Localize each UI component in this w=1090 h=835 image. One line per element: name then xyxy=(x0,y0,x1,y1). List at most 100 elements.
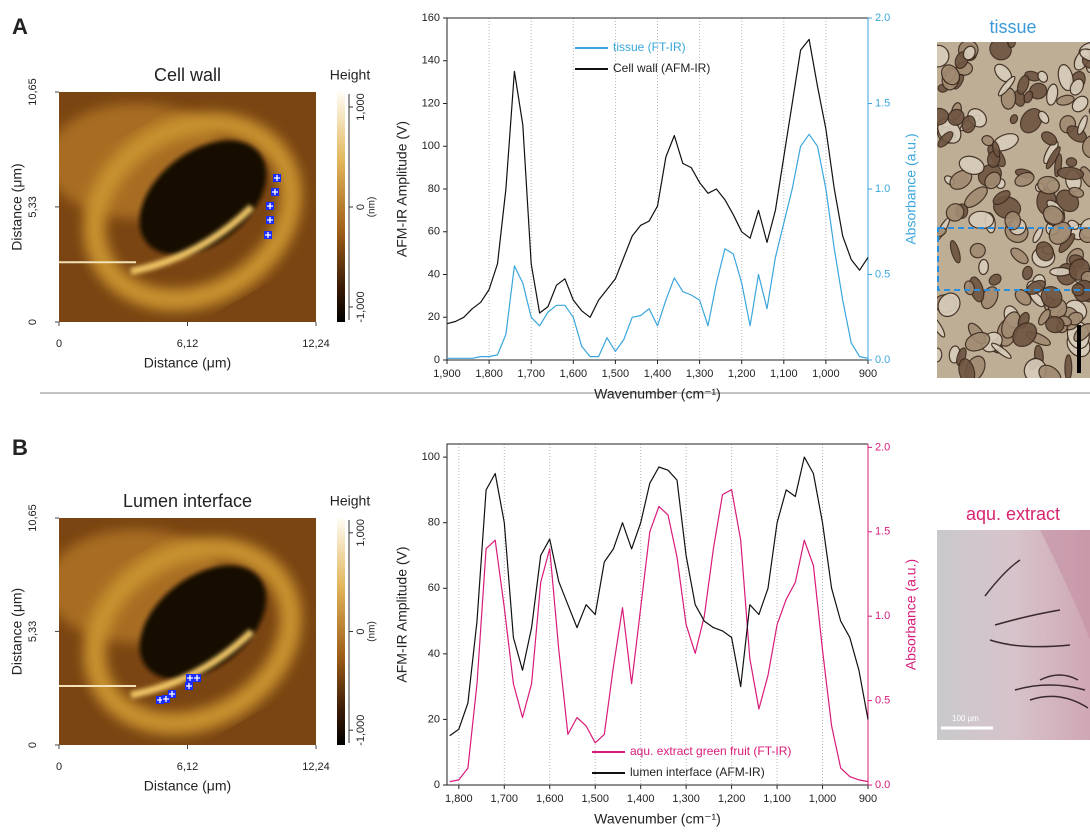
measure-cross xyxy=(267,217,273,223)
y-tick-label: 0 xyxy=(434,354,440,366)
cell xyxy=(1012,322,1038,348)
x-tick-label: 1,600 xyxy=(536,793,564,805)
y2-tick-label: 0.5 xyxy=(875,695,890,707)
x-tick-label: 6,12 xyxy=(177,761,198,773)
y-tick-label: 0 xyxy=(434,779,440,791)
cell xyxy=(1042,205,1064,225)
cell xyxy=(1076,115,1088,136)
y-tick-label: 100 xyxy=(422,451,440,463)
x-tick-label: 1,600 xyxy=(560,368,588,380)
cell xyxy=(937,314,946,338)
scale-label: 100 µm xyxy=(952,714,979,723)
cell xyxy=(1079,48,1090,62)
chart-title: Lumen interface xyxy=(123,491,252,511)
colorbar-unit: (nm) xyxy=(367,197,378,218)
afm-edge xyxy=(130,628,255,699)
y-tick-label: 0 xyxy=(27,742,39,748)
y-tick-label: 5,33 xyxy=(27,621,39,642)
cell xyxy=(978,258,989,276)
cell xyxy=(991,140,1001,158)
cell xyxy=(958,358,976,378)
afm-ring xyxy=(83,537,302,735)
cell xyxy=(940,64,961,86)
y-axis-title: AFM-IR Amplitude (V) xyxy=(394,546,410,682)
cell xyxy=(1045,146,1061,170)
x-tick-label: 1,300 xyxy=(672,793,700,805)
afm-image xyxy=(59,518,316,745)
hairs xyxy=(984,559,1089,709)
colorbar-tick-label: 0 xyxy=(355,628,367,634)
cell xyxy=(992,189,1011,206)
measure-cross xyxy=(265,232,271,238)
afm-image xyxy=(59,92,316,322)
y-axis-title: AFM-IR Amplitude (V) xyxy=(394,121,410,257)
colorbar-unit: (nm) xyxy=(367,621,378,642)
cell xyxy=(962,45,976,61)
x-tick-label: 1,800 xyxy=(445,793,473,805)
measure-cross xyxy=(274,175,280,181)
cell xyxy=(1081,134,1090,159)
cell xyxy=(937,347,943,363)
y-axis-title: Distance (μm) xyxy=(9,163,25,250)
colorbar-tick-label: -1,000 xyxy=(355,715,367,746)
cell xyxy=(1088,106,1090,116)
cell xyxy=(1056,166,1085,181)
cell xyxy=(1064,354,1073,378)
x-axis-title: Distance (μm) xyxy=(144,355,231,371)
cell xyxy=(1045,315,1065,334)
y2-tick-label: 0.0 xyxy=(875,779,890,791)
y2-tick-label: 0.5 xyxy=(875,268,890,280)
colorbar-tick-label: -1,000 xyxy=(355,291,367,322)
x-tick-label: 1,000 xyxy=(812,368,840,380)
cell xyxy=(1014,171,1035,187)
series-line xyxy=(446,38,869,325)
cell xyxy=(1078,227,1090,244)
x-tick-label: 1,100 xyxy=(770,368,798,380)
x-tick-label: 1,000 xyxy=(809,793,837,805)
cell xyxy=(937,44,950,68)
x-tick-label: 1,400 xyxy=(644,368,672,380)
x-tick-label: 1,500 xyxy=(602,368,630,380)
panel-label: B xyxy=(12,435,28,460)
y-axis-title: Distance (μm) xyxy=(9,588,25,675)
x-tick-label: 1,300 xyxy=(686,368,714,380)
cell xyxy=(1026,279,1046,295)
cell xyxy=(964,331,991,352)
x-tick-label: 6,12 xyxy=(177,338,198,350)
cell xyxy=(937,131,954,148)
legend-label: tissue (FT-IR) xyxy=(613,40,686,54)
y2-axis-title: Absorbance (a.u.) xyxy=(903,559,919,670)
colorbar-tick-label: 1,000 xyxy=(355,93,367,121)
y2-tick-label: 0.0 xyxy=(875,354,890,366)
legend-label: lumen interface (AFM-IR) xyxy=(630,765,765,779)
cell xyxy=(1037,308,1051,326)
cell xyxy=(1065,157,1078,168)
y2-tick-label: 1.5 xyxy=(875,97,890,109)
y-tick-label: 60 xyxy=(428,226,440,238)
scale-bar xyxy=(1077,325,1081,373)
series-line xyxy=(449,489,869,783)
afm-edge xyxy=(130,204,255,275)
cell xyxy=(1037,70,1049,83)
x-tick-label: 1,500 xyxy=(581,793,609,805)
cell xyxy=(988,273,1002,286)
cell xyxy=(1038,364,1062,378)
cell xyxy=(937,107,949,126)
cell xyxy=(1049,266,1072,277)
y-tick-label: 120 xyxy=(422,97,440,109)
cell xyxy=(1046,83,1059,106)
cell xyxy=(1071,95,1089,113)
y-tick-label: 20 xyxy=(428,713,440,725)
x-tick-label: 1,900 xyxy=(433,368,461,380)
x-tick-label: 1,800 xyxy=(475,368,503,380)
selection-box xyxy=(937,227,1090,291)
cell xyxy=(968,210,995,230)
cell xyxy=(1056,94,1075,106)
photo-title: aqu. extract xyxy=(966,504,1060,524)
y-tick-label: 100 xyxy=(422,140,440,152)
cell xyxy=(947,108,965,126)
colorbar xyxy=(337,518,345,745)
x-axis-title: Wavenumber (cm⁻¹) xyxy=(594,386,721,402)
cell xyxy=(945,203,965,222)
cell xyxy=(1048,221,1072,245)
